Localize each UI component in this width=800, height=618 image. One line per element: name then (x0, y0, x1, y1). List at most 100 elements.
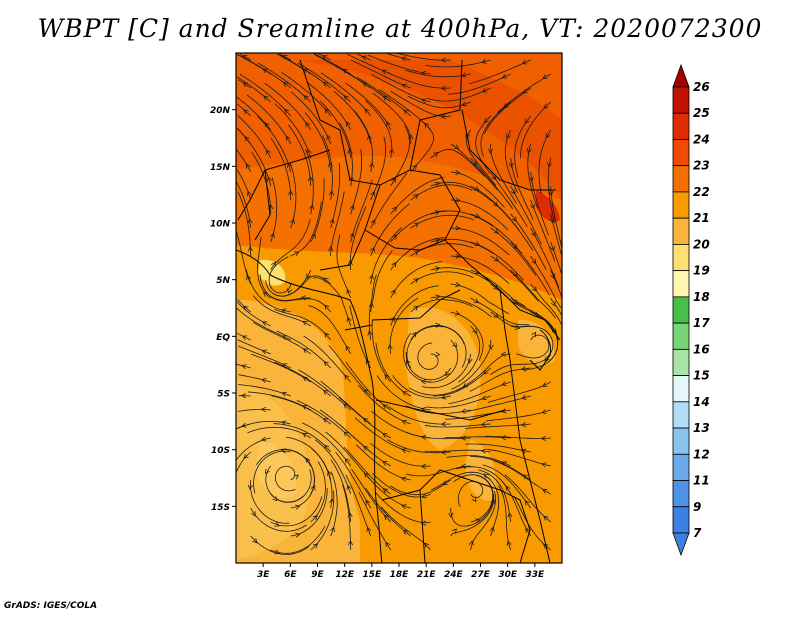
streamline (530, 199, 556, 262)
streamline (430, 148, 485, 177)
streamline-arrow (454, 310, 461, 316)
streamline-arrow (424, 542, 430, 548)
streamline-arrow (514, 324, 521, 330)
streamline (365, 487, 411, 537)
streamline-arrow (271, 261, 276, 267)
streamline (320, 380, 371, 425)
streamline (387, 53, 411, 61)
streamline (486, 448, 551, 467)
streamline (450, 171, 505, 208)
lat-tick-label: 5S (217, 390, 230, 400)
colorbar-swatch (672, 139, 690, 167)
streamline (405, 351, 452, 381)
streamline-arrow (420, 379, 427, 385)
streamline-arrow (413, 305, 419, 311)
streamline-arrow (390, 289, 396, 295)
streamline-arrow (281, 391, 287, 397)
streamline (301, 422, 352, 467)
streamline (510, 157, 534, 220)
streamline-arrow (382, 404, 388, 410)
streamline (350, 59, 411, 89)
streamline-arrow (512, 299, 519, 305)
streamline (330, 459, 352, 523)
streamline (484, 87, 531, 135)
streamline-arrow (460, 435, 466, 441)
streamline (405, 69, 471, 78)
streamline (345, 474, 372, 537)
streamline-arrow (401, 83, 407, 89)
streamline-arrow (241, 335, 248, 341)
streamline-arrow (520, 421, 527, 428)
streamline-arrow (247, 246, 253, 252)
streamline-arrow (305, 457, 311, 463)
streamline (478, 469, 512, 523)
streamline (550, 241, 562, 274)
streamline (250, 507, 307, 532)
streamline-arrow (326, 470, 332, 476)
streamline (237, 332, 251, 341)
streamline (239, 73, 292, 117)
streamline-arrow (542, 543, 549, 549)
streamline-arrow (441, 394, 447, 400)
streamline (432, 367, 491, 397)
streamline-arrow (472, 160, 478, 166)
streamline-arrow (387, 344, 393, 350)
streamline (238, 374, 271, 383)
streamline (330, 162, 341, 229)
streamline (328, 344, 371, 397)
streamline-arrow (501, 381, 507, 386)
streamline (270, 177, 278, 243)
streamline (368, 274, 377, 341)
streamline-arrow (455, 282, 461, 288)
streamline (270, 496, 323, 527)
streamline (550, 213, 562, 255)
streamline (270, 218, 311, 271)
streamline-arrow (349, 204, 355, 210)
streamline-arrow (264, 122, 270, 128)
streamline (410, 184, 473, 201)
streamline-arrow (521, 59, 528, 65)
streamline-arrow (413, 194, 419, 199)
streamline (550, 269, 562, 298)
colorbar-swatch (672, 112, 690, 140)
streamline-arrow (541, 462, 547, 468)
streamline-arrow (402, 391, 408, 396)
lat-tick-label: 20N (210, 106, 231, 116)
streamline (236, 301, 271, 327)
streamline-arrow (252, 538, 258, 544)
streamline-arrow (480, 421, 487, 427)
streamline-arrow (543, 515, 549, 521)
streamline (289, 163, 297, 229)
streamline-arrow (328, 190, 334, 196)
streamline (469, 367, 531, 392)
streamline (514, 115, 532, 178)
streamline (470, 456, 531, 481)
streamline (365, 100, 393, 159)
streamline (236, 149, 252, 173)
streamline-arrow (411, 331, 417, 338)
streamline (430, 471, 491, 491)
streamline (238, 129, 272, 187)
colorbar-label: 12 (693, 447, 710, 461)
streamline (356, 53, 371, 61)
lon-tick-label: 15E (362, 570, 382, 580)
streamline (450, 501, 494, 527)
streamline-arrow (455, 253, 461, 259)
temperature-shading (236, 53, 562, 563)
streamline-arrow (506, 540, 512, 546)
streamline (290, 201, 322, 257)
streamline (380, 506, 431, 551)
streamline (465, 443, 531, 453)
streamline-arrow (343, 95, 349, 101)
streamline (487, 381, 551, 403)
streamline (550, 297, 562, 316)
streamline (354, 417, 411, 453)
streamline (322, 135, 333, 201)
streamline (372, 92, 412, 145)
streamline-arrow (401, 476, 407, 482)
streamline (345, 361, 391, 411)
streamline-arrow (455, 225, 461, 231)
streamline (530, 255, 562, 308)
streamline-arrow (461, 408, 467, 414)
streamline-arrow (493, 285, 499, 290)
